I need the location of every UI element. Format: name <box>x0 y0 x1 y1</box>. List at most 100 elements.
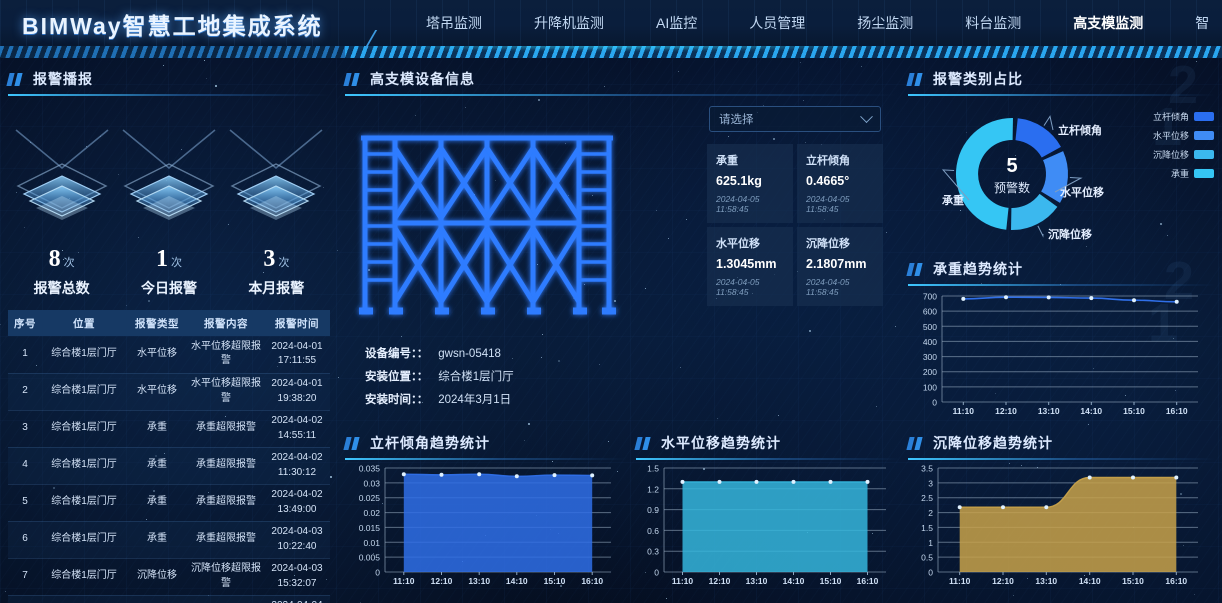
table-row[interactable]: 8综合楼1层门厅承重承重超限报警2024-04-0418:12:45 <box>8 595 330 603</box>
nav-tab-5[interactable]: 料台监测 <box>939 0 1047 46</box>
device-metric-card: 沉降位移 2.1807mm 2024-04-05 11:58:45 <box>797 227 883 306</box>
ghost-number-decor: 1 <box>1151 97 1182 157</box>
svg-text:0.035: 0.035 <box>359 464 381 474</box>
table-row[interactable]: 6 综合楼1层门厅 承重 承重超限报警 2024-04-03 10:22:40 <box>8 521 330 559</box>
table-cell: 7 <box>8 558 42 596</box>
alarm-stat-card: 1 次今日报警 <box>115 112 222 298</box>
table-row[interactable]: 5 综合楼1层门厅 承重 承重超限报警 2024-04-02 13:49:00 <box>8 484 330 522</box>
layered-diamond-icon <box>10 124 114 242</box>
table-cell: 承重 <box>126 410 188 448</box>
svg-text:15:10: 15:10 <box>544 576 566 586</box>
svg-text:1: 1 <box>928 538 933 548</box>
nav-tab-4[interactable]: 扬尘监测 <box>831 0 939 46</box>
bearing-trend-chart: 0 100 200 300 400 500 600 700 11:10 12:10 13:10 14:… <box>908 286 1208 424</box>
table-row[interactable]: 4 综合楼1层门厅 承重 承重超限报警 2024-04-02 11:30:12 <box>8 447 330 485</box>
legend-item[interactable]: 水平位移 <box>1153 129 1214 142</box>
legend-label: 沉降位移 <box>1152 150 1189 160</box>
table-cell: 水平位移 <box>126 336 188 374</box>
table-cell: 2024-04-02 14:55:11 <box>264 410 330 448</box>
svg-text:14:10: 14:10 <box>783 576 805 586</box>
table-cell: 综合楼1层门厅 <box>42 447 126 485</box>
metric-timestamp: 2024-04-05 11:58:45 <box>806 194 850 214</box>
device-select[interactable]: 请选择 <box>709 106 881 132</box>
meta-key: 设备编号：： <box>365 348 429 360</box>
table-cell: 2 <box>8 373 42 411</box>
svg-text:15:10: 15:10 <box>1122 576 1144 586</box>
panel-title-rule <box>345 458 627 460</box>
alarm-broadcast-panel: 报警播报 8 次报警总数 1 次今日报警 3 次本月报警 序号 位置 报警类型 报警内容 报警时间… <box>6 68 330 603</box>
table-cell: 2024-04-0418:12:45 <box>264 595 330 603</box>
table-row[interactable]: 3 综合楼1层门厅 承重 承重超限报警 2024-04-02 14:55:11 <box>8 410 330 448</box>
legend-item[interactable]: 承重 <box>1171 167 1214 180</box>
device-meta-list: 设备编号：： gwsn-05418 安装位置：： 综合楼1层门厅 安装时间：： 2024年… <box>365 343 514 412</box>
svg-text:0: 0 <box>928 568 933 578</box>
alarm-table: 序号 位置 报警类型 报警内容 报警时间 1 综合楼1层门厅 水平位移 水平位移超限报警 202… <box>8 310 330 603</box>
ghost-number-decor: 1 <box>1147 293 1178 353</box>
legend-item[interactable]: 立杆倾角 <box>1153 110 1214 123</box>
title-marker-icon <box>906 436 923 450</box>
svg-text:16:10: 16:10 <box>857 576 879 586</box>
table-row[interactable]: 1 综合楼1层门厅 水平位移 水平位移超限报警 2024-04-01 17:11:55 <box>8 336 330 374</box>
alarm-stat-label: 报警总数 <box>33 280 90 296</box>
nav-tab-label: 智 <box>1195 15 1210 31</box>
nav-tab-label: 料台监测 <box>965 15 1022 31</box>
device-select-value: 请选择 <box>719 114 754 126</box>
svg-text:13:10: 13:10 <box>468 576 490 586</box>
header-glow-line <box>340 44 900 48</box>
meta-value: 综合楼1层门厅 <box>438 371 514 383</box>
table-cell: 承重超限报警 <box>188 410 264 448</box>
panel-header: 报警播报 <box>6 68 330 90</box>
table-cell: 沉降位移超限报警 <box>188 558 264 596</box>
svg-text:14:10: 14:10 <box>1079 576 1101 586</box>
stat-unit: 次 <box>278 257 290 269</box>
svg-text:14:10: 14:10 <box>1080 406 1102 416</box>
table-body: 1 综合楼1层门厅 水平位移 水平位移超限报警 2024-04-01 17:11:55 2 综… <box>8 336 330 603</box>
table-cell: 2024-04-02 13:49:00 <box>264 484 330 522</box>
table-cell: 沉降位移 <box>126 558 188 596</box>
svg-text:700: 700 <box>923 292 937 302</box>
svg-text:3.5: 3.5 <box>921 464 933 474</box>
table-cell: 1 <box>8 336 42 374</box>
metric-key: 沉降位移 <box>806 238 850 250</box>
nav-tab-6[interactable]: 高支模监测 <box>1047 0 1169 46</box>
device-metric-card: 立杆倾角 0.4665° 2024-04-05 11:58:45 <box>797 144 883 223</box>
device-metric-card: 承重 625.1kg 2024-04-05 11:58:45 <box>707 144 793 223</box>
nav-tab-label: 扬尘监测 <box>857 15 914 31</box>
alarm-stat-card: 8 次报警总数 <box>8 112 115 298</box>
svg-text:12:10: 12:10 <box>431 576 453 586</box>
nav-tab-7[interactable]: 智 <box>1169 0 1222 46</box>
legend-swatch <box>1194 112 1214 121</box>
panel-title-text: 报警播报 <box>33 71 93 87</box>
stat-number: 3 <box>263 246 276 272</box>
svg-text:1.5: 1.5 <box>921 523 933 533</box>
svg-text:0.9: 0.9 <box>647 505 659 515</box>
svg-text:沉降位移: 沉降位移 <box>1048 227 1092 241</box>
svg-text:15:10: 15:10 <box>820 576 842 586</box>
table-row[interactable]: 2 综合楼1层门厅 水平位移 水平位移超限报警 2024-04-01 19:38:20 <box>8 373 330 411</box>
app-header: BIMWay智慧工地集成系统 塔吊监测 升降机监测 AI监控 人员管理 扬尘监测 料台监测… <box>0 0 1222 48</box>
svg-text:300: 300 <box>923 352 937 362</box>
layered-diamond-icon <box>224 124 328 242</box>
nav-tab-0[interactable]: 塔吊监测 <box>400 0 508 46</box>
table-cell: 8 <box>8 595 42 603</box>
svg-text:12:10: 12:10 <box>709 576 731 586</box>
nav-tab-2[interactable]: AI监控 <box>630 0 723 46</box>
table-cell: 综合楼1层门厅 <box>42 373 126 411</box>
nav-tab-3[interactable]: 人员管理 <box>723 0 831 46</box>
horizontal-trend-chart: 0 0.3 0.6 0.9 1.2 1.5 11:10 12:10 13:10 14:10 15:1… <box>636 458 896 594</box>
svg-text:水平位移: 水平位移 <box>1060 185 1104 199</box>
header-grid-decor <box>0 0 1222 46</box>
svg-text:0.5: 0.5 <box>921 553 933 563</box>
svg-text:11:10: 11:10 <box>672 576 694 586</box>
device-metric-grid: 承重 625.1kg 2024-04-05 11:58:45 立杆倾角 0.4665° 2… <box>707 144 883 306</box>
nav-tab-1[interactable]: 升降机监测 <box>508 0 630 46</box>
svg-text:11:10: 11:10 <box>393 576 415 586</box>
header-stripe-right <box>345 46 1222 58</box>
legend-label: 承重 <box>1170 169 1189 179</box>
table-row[interactable]: 7 综合楼1层门厅 沉降位移 沉降位移超限报警 2024-04-03 15:32:07 <box>8 558 330 596</box>
metric-key: 承重 <box>716 155 738 167</box>
table-header-cell: 报警时间 <box>264 310 330 336</box>
bearing-trend-panel: 承重趋势统计 0 100 200 300 400 500 600 700 11:10 12:10 1… <box>906 258 1216 428</box>
legend-item[interactable]: 沉降位移 <box>1153 148 1214 161</box>
